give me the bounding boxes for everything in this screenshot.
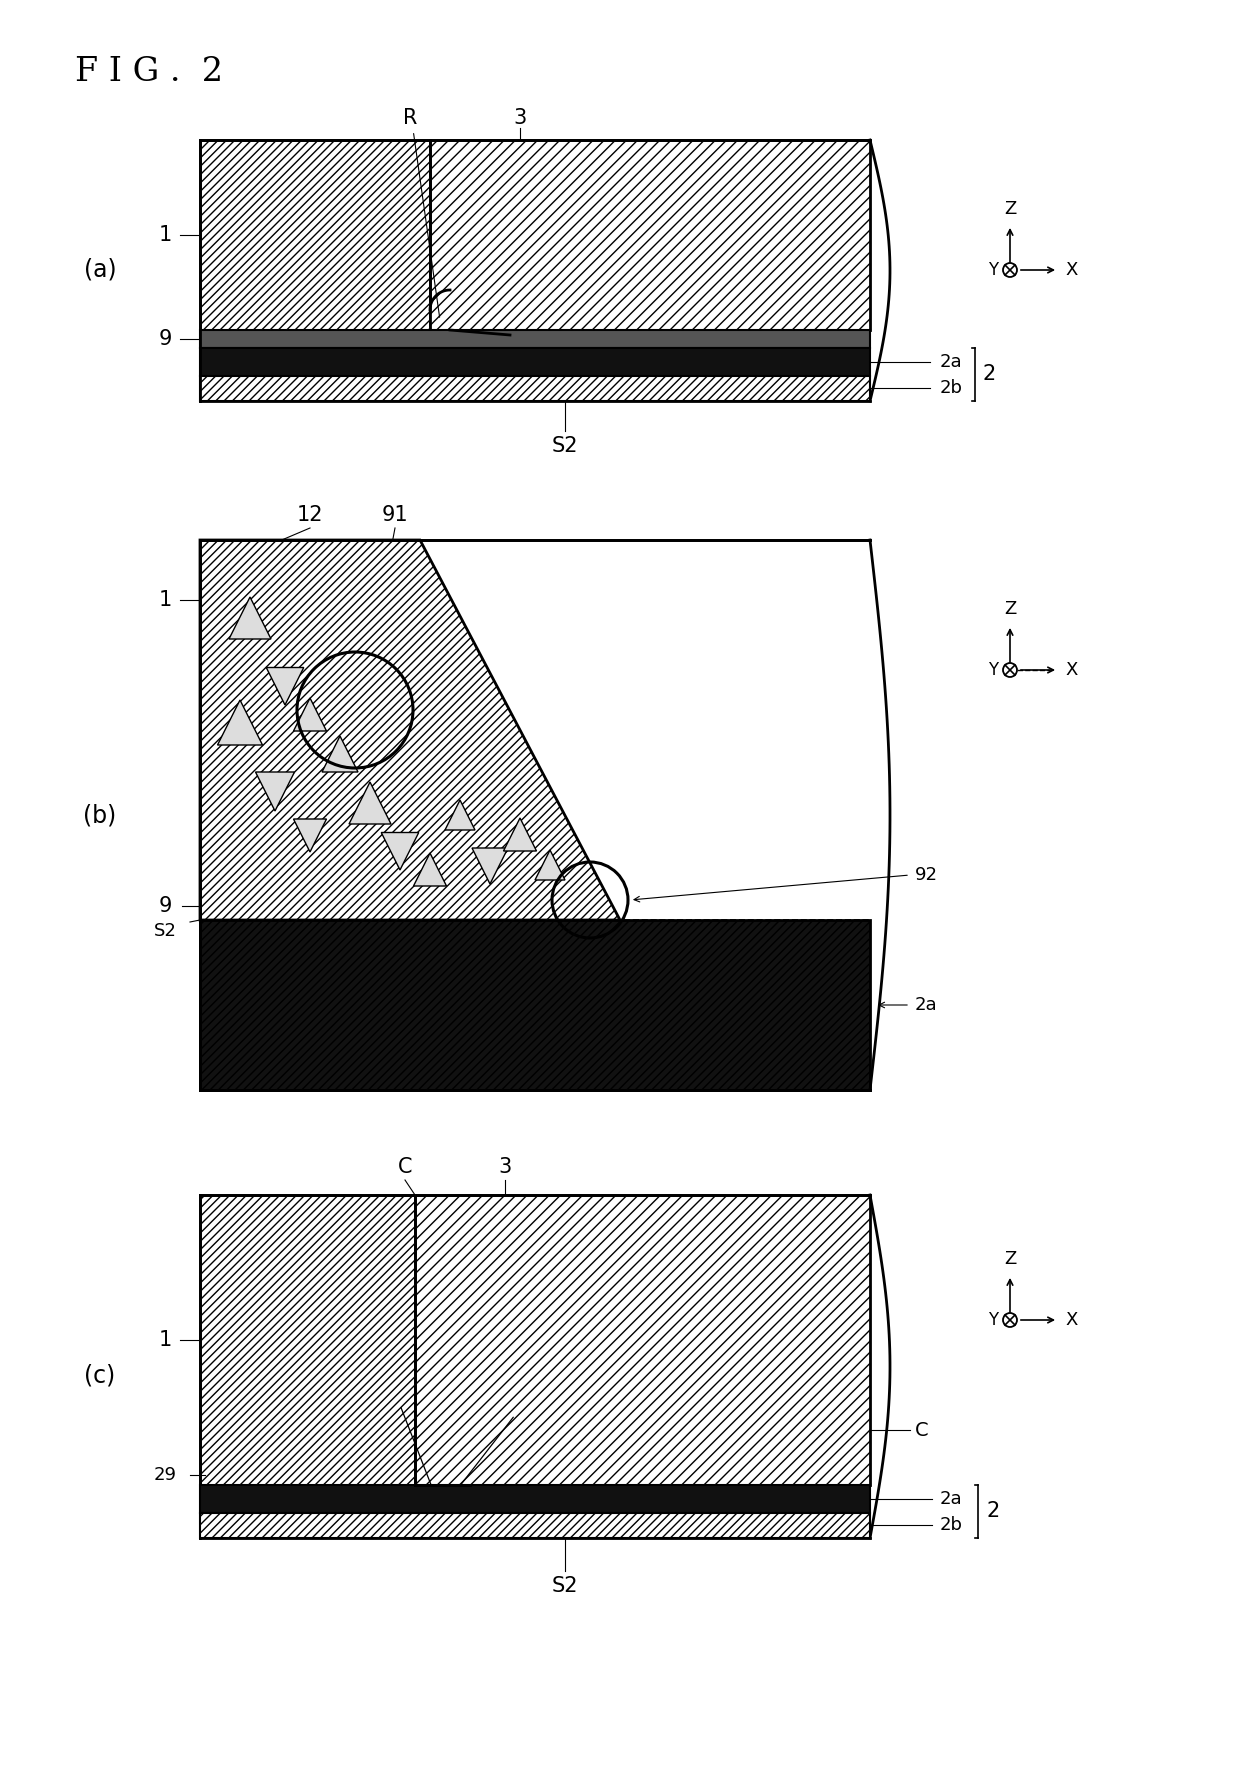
Polygon shape: [472, 847, 508, 885]
Text: 2a: 2a: [940, 1489, 962, 1509]
Text: 2a: 2a: [915, 996, 937, 1014]
Polygon shape: [381, 833, 419, 871]
Text: C: C: [915, 1420, 929, 1440]
Text: 1: 1: [159, 1330, 171, 1349]
Text: 2b: 2b: [940, 379, 963, 397]
Text: (a): (a): [83, 259, 117, 282]
Text: F I G .  2: F I G . 2: [74, 57, 223, 89]
Text: X: X: [1065, 261, 1078, 278]
Text: X: X: [1065, 1310, 1078, 1330]
Text: 2: 2: [986, 1502, 999, 1521]
Polygon shape: [229, 598, 272, 638]
Polygon shape: [415, 1195, 870, 1486]
Polygon shape: [200, 140, 430, 330]
Text: 2a: 2a: [940, 353, 962, 371]
Polygon shape: [267, 667, 304, 706]
Text: 2: 2: [983, 363, 996, 385]
Polygon shape: [200, 920, 870, 1090]
Polygon shape: [200, 1486, 870, 1512]
Text: X: X: [1065, 661, 1078, 679]
Polygon shape: [200, 541, 620, 920]
Text: 3: 3: [498, 1158, 512, 1177]
Text: 1: 1: [159, 590, 171, 610]
Polygon shape: [217, 700, 263, 745]
Text: Y: Y: [988, 261, 998, 278]
Polygon shape: [200, 330, 870, 348]
Polygon shape: [200, 348, 870, 376]
Text: S2: S2: [552, 1576, 578, 1596]
Polygon shape: [430, 140, 870, 330]
Text: 91: 91: [382, 505, 408, 525]
Polygon shape: [322, 736, 358, 771]
Text: (c): (c): [84, 1363, 115, 1388]
Polygon shape: [294, 819, 326, 853]
Polygon shape: [200, 1512, 870, 1537]
Text: Z: Z: [1004, 599, 1016, 619]
Polygon shape: [294, 699, 326, 730]
Circle shape: [1003, 262, 1017, 277]
Text: 29: 29: [154, 1466, 176, 1484]
Text: 9: 9: [159, 895, 171, 917]
Polygon shape: [255, 771, 295, 810]
Text: C: C: [398, 1158, 412, 1177]
Text: S2: S2: [552, 436, 578, 456]
Text: Z: Z: [1004, 200, 1016, 218]
Circle shape: [1003, 1314, 1017, 1326]
Text: Y: Y: [988, 661, 998, 679]
Text: 12: 12: [296, 505, 324, 525]
Text: (b): (b): [83, 803, 117, 826]
Text: 1: 1: [159, 225, 171, 245]
Text: 9: 9: [159, 330, 171, 349]
Polygon shape: [348, 782, 391, 824]
Text: R: R: [403, 108, 440, 317]
Polygon shape: [200, 376, 870, 401]
Polygon shape: [445, 800, 475, 830]
Polygon shape: [200, 1195, 415, 1486]
Text: Z: Z: [1004, 1250, 1016, 1268]
Text: S2: S2: [154, 922, 176, 940]
Text: 3: 3: [513, 108, 527, 128]
Text: Y: Y: [988, 1310, 998, 1330]
Polygon shape: [503, 817, 537, 851]
Polygon shape: [534, 849, 565, 879]
Circle shape: [1003, 663, 1017, 677]
Text: 2b: 2b: [940, 1516, 963, 1534]
Polygon shape: [200, 541, 870, 920]
Polygon shape: [413, 853, 446, 886]
Text: 92: 92: [915, 865, 937, 885]
